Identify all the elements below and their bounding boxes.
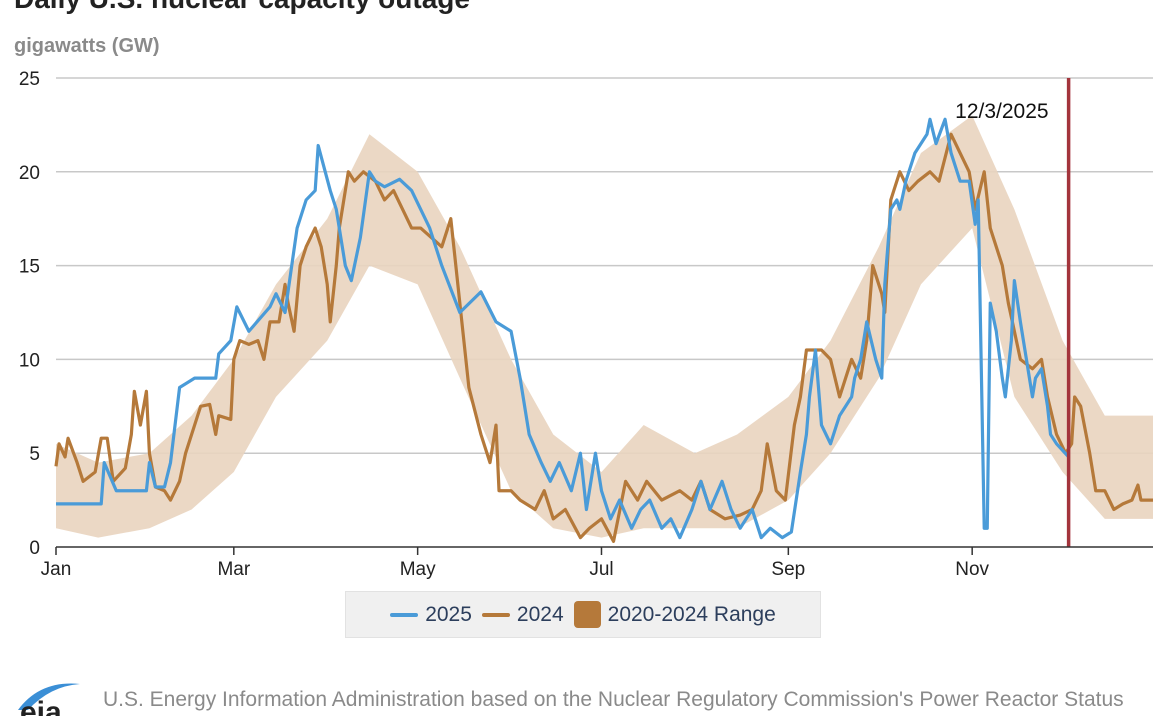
- y-tick-label: 25: [19, 69, 40, 90]
- series-line-2025: [56, 117, 1070, 540]
- x-tick-label: Sep: [771, 559, 805, 580]
- legend-item-2024[interactable]: 2024: [481, 602, 564, 627]
- range-band: [56, 115, 1153, 538]
- legend-item-range[interactable]: 2020-2024 Range: [573, 601, 776, 628]
- chart-title: Daily U.S. nuclear capacity outage: [14, 0, 470, 15]
- legend: 2025 2024 2020-2024 Range: [345, 591, 821, 638]
- y-axis-unit: gigawatts (GW): [14, 35, 160, 57]
- legend-swatch-2024: [481, 612, 510, 617]
- legend-label: 2024: [516, 602, 564, 626]
- x-tick-label: Jul: [589, 559, 613, 580]
- x-tick-label: Nov: [955, 559, 989, 580]
- legend-swatch-range: [573, 601, 601, 628]
- date-marker-label: 12/3/2025: [955, 100, 1048, 123]
- y-tick-label: 5: [29, 444, 40, 465]
- svg-text:eia: eia: [20, 696, 62, 716]
- x-tick-label: Mar: [217, 559, 250, 580]
- y-tick-label: 0: [29, 538, 40, 559]
- y-tick-label: 15: [19, 257, 40, 278]
- y-tick-label: 10: [19, 350, 40, 371]
- x-tick-label: Jan: [41, 559, 72, 580]
- legend-swatch-2025: [390, 612, 419, 617]
- eia-logo: eia: [18, 683, 80, 716]
- source-note: U.S. Energy Information Administration b…: [103, 688, 1124, 711]
- legend-label: 2025: [425, 602, 472, 626]
- series-line-2024: [54, 132, 1153, 543]
- legend-item-2025[interactable]: 2025: [390, 603, 472, 627]
- x-tick-label: May: [400, 559, 436, 580]
- y-tick-label: 20: [19, 163, 40, 184]
- legend-label: 2020-2024 Range: [607, 602, 776, 626]
